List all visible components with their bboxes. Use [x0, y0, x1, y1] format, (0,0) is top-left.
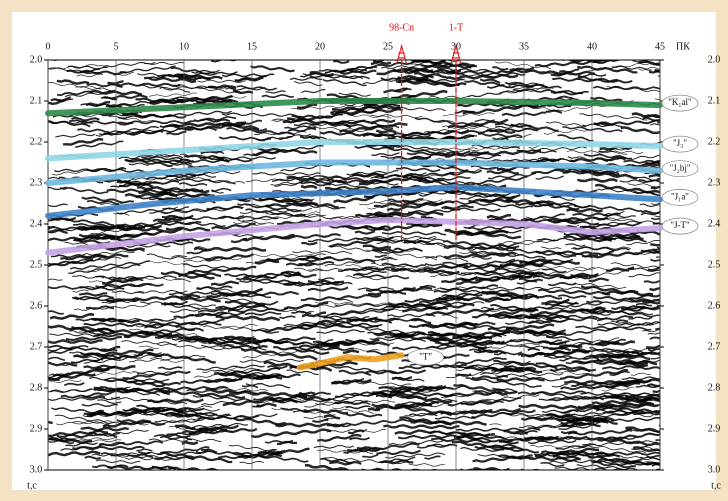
x-tick-label: 35	[519, 41, 529, 52]
x-tick-label: 25	[383, 41, 393, 52]
y-tick-label-right: 2.0	[708, 54, 721, 65]
horizon-label: "J-T"	[670, 220, 690, 230]
y-tick-label: 2.4	[30, 218, 43, 229]
y-tick-label-right: 2.4	[708, 218, 721, 229]
y-tick-label: 2.6	[30, 300, 43, 311]
horizon-label: "J₂bj"	[670, 163, 691, 173]
horizon-label: "J₁a"	[671, 191, 689, 201]
y-tick-label: 2.8	[30, 382, 43, 393]
y-tick-label: 2.9	[30, 423, 43, 434]
y-axis-label: t,c	[27, 480, 37, 491]
chart: ПК t,c t,c 0510152025303540452.02.02.12.…	[0, 0, 728, 496]
x-tick-label: 15	[247, 41, 257, 52]
y-tick-label: 2.7	[30, 341, 43, 352]
y-axis-label-right: t,c	[711, 480, 721, 491]
y-tick-label: 2.2	[30, 136, 43, 147]
horizon-label: "K₁al"	[668, 97, 692, 107]
x-tick-label: 40	[587, 41, 597, 52]
y-tick-label-right: 2.1	[708, 95, 721, 106]
y-tick-label: 3.0	[30, 464, 43, 475]
x-tick-label: 45	[655, 41, 665, 52]
y-tick-label-right: 2.5	[708, 259, 721, 270]
y-tick-label: 2.5	[30, 259, 43, 270]
well-name: 1-T	[449, 22, 463, 33]
x-tick-label: 0	[46, 41, 51, 52]
y-tick-label: 2.3	[30, 177, 43, 188]
y-tick-label-right: 2.3	[708, 177, 721, 188]
x-tick-label: 20	[315, 41, 325, 52]
seismic-trace	[376, 131, 396, 133]
y-tick-label-right: 2.6	[708, 300, 721, 311]
x-tick-label: 5	[114, 41, 119, 52]
y-tick-label: 2.0	[30, 54, 43, 65]
y-tick-label-right: 2.2	[708, 136, 721, 147]
y-tick-label-right: 2.9	[708, 423, 721, 434]
horizon-label: "T"	[419, 351, 432, 361]
well-name: 98-Cn	[389, 22, 414, 33]
y-tick-label-right: 3.0	[708, 464, 721, 475]
seismic-trace	[404, 242, 416, 243]
y-tick-label: 2.1	[30, 95, 43, 106]
y-tick-label-right: 2.8	[708, 382, 721, 393]
horizon-label: "J₃"	[673, 138, 687, 148]
y-tick-label-right: 2.7	[708, 341, 721, 352]
x-tick-label: 10	[179, 41, 189, 52]
x-axis-label: ПК	[676, 41, 690, 52]
page: {"chart_data": { "type": "seismic", "x_l…	[0, 0, 728, 501]
